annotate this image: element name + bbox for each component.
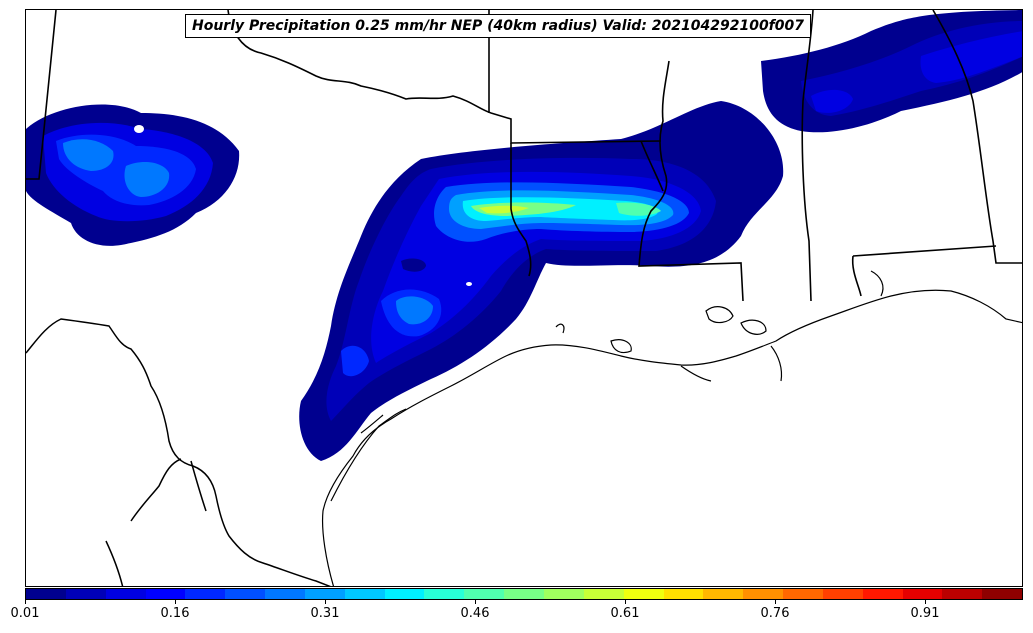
colorbar-tick-label: 0.91 — [910, 606, 940, 621]
colorbar-tick-label: 0.16 — [160, 606, 190, 621]
colorbar-segment — [942, 589, 983, 599]
colorbar-segment — [982, 589, 1023, 599]
colorbar — [25, 588, 1023, 600]
colorbar-segment — [424, 589, 465, 599]
map-panel — [25, 9, 1023, 587]
colorbar-segment — [703, 589, 744, 599]
colorbar-tick-mark — [325, 600, 326, 604]
colorbar-tick-mark — [175, 600, 176, 604]
colorbar-tick-mark — [775, 600, 776, 604]
colorbar-segment — [464, 589, 505, 599]
colorbar-tick-mark — [925, 600, 926, 604]
colorbar-segment — [65, 589, 106, 599]
colorbar-segment — [225, 589, 266, 599]
colorbar-segment — [344, 589, 385, 599]
colorbar-segment — [862, 589, 903, 599]
colorbar-segment — [902, 589, 943, 599]
map-title: Hourly Precipitation 0.25 mm/hr NEP (40k… — [185, 14, 812, 38]
colorbar-segment — [623, 589, 664, 599]
colorbar-segment — [583, 589, 624, 599]
colorbar-segment — [543, 589, 584, 599]
colorbar-tick-mark — [25, 600, 26, 604]
colorbar-segment — [822, 589, 863, 599]
colorbar-segment — [504, 589, 544, 599]
state-borders — [26, 10, 1022, 302]
colorbar-tick-label: 0.61 — [610, 606, 640, 621]
precip-region-southeast-plains — [299, 101, 784, 461]
colorbar-tick-label: 0.31 — [310, 606, 340, 621]
colorbar-segment — [185, 589, 226, 599]
colorbar-tick-label: 0.01 — [10, 606, 40, 621]
colorbar-segment — [304, 589, 345, 599]
colorbar-segment — [145, 589, 186, 599]
colorbar-segment — [105, 589, 146, 599]
precipitation-map — [26, 10, 1022, 586]
colorbar-tick-mark — [625, 600, 626, 604]
colorbar-tick-label: 0.76 — [760, 606, 790, 621]
colorbar-tick-mark — [475, 600, 476, 604]
colorbar-tick-label: 0.46 — [460, 606, 490, 621]
colorbar-segment — [384, 589, 425, 599]
precip-region-northwest — [26, 104, 240, 246]
colorbar-segment — [265, 589, 305, 599]
mexico-border — [26, 318, 331, 586]
colorbar-segment — [783, 589, 823, 599]
precip-region-northeast — [761, 10, 1022, 133]
coastline — [321, 270, 1022, 586]
colorbar-segment — [743, 589, 784, 599]
colorbar-segment — [26, 589, 66, 599]
colorbar-segment — [663, 589, 704, 599]
